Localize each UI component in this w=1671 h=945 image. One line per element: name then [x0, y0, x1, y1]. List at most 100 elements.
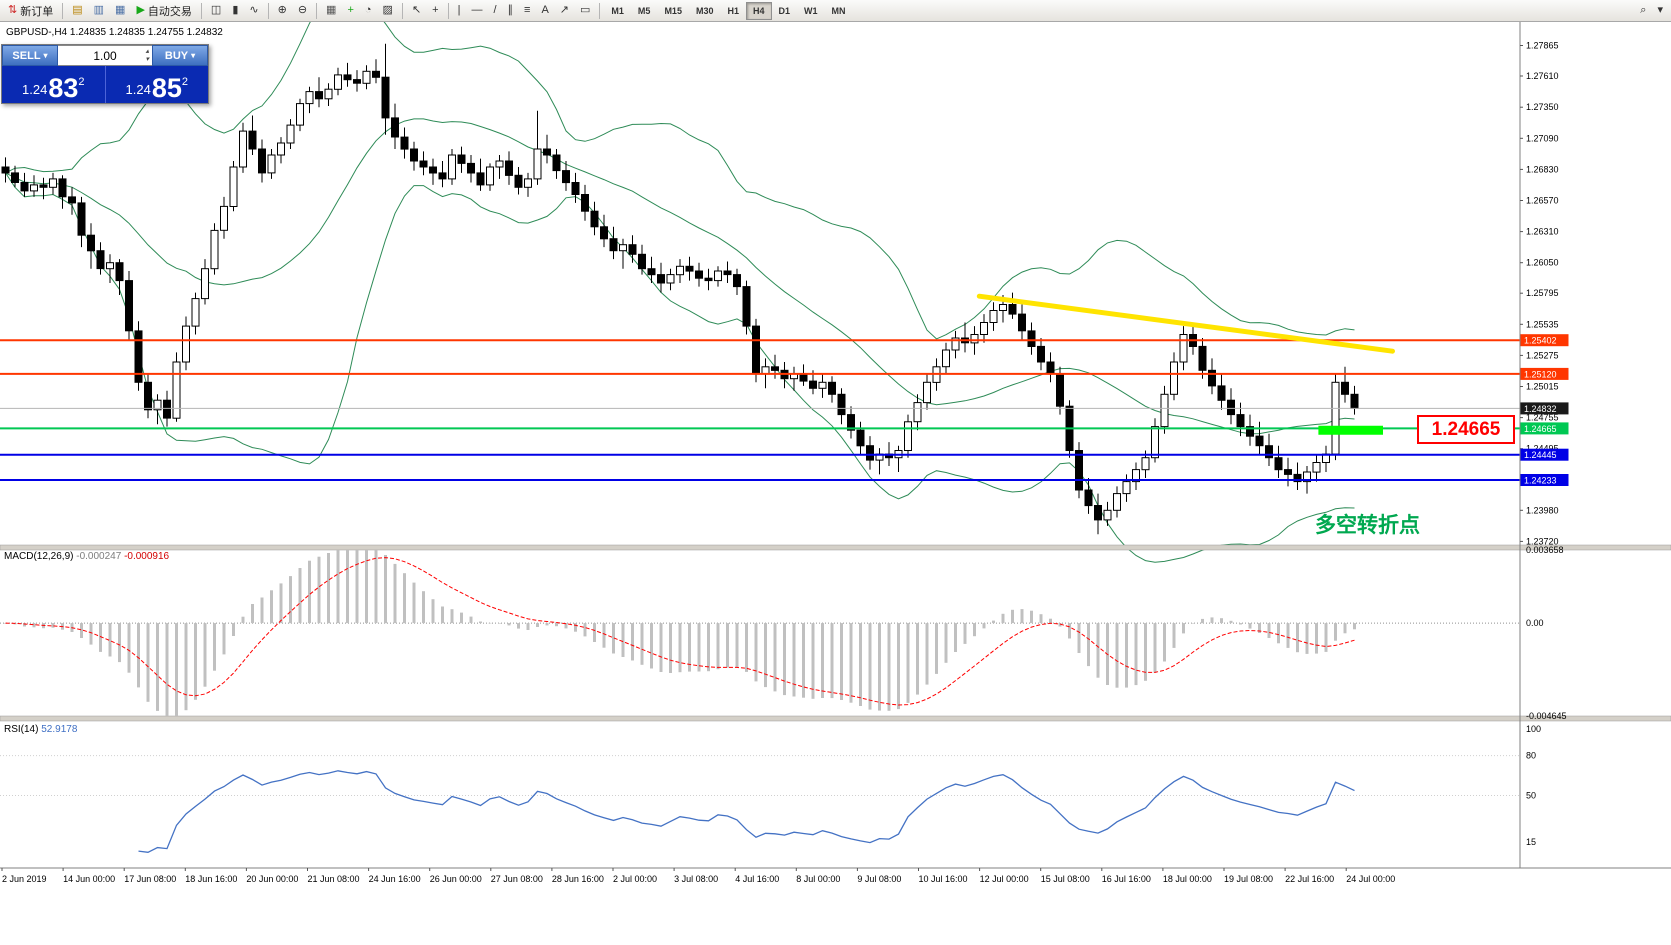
toolbar-menu-button[interactable]: ▾ — [1652, 1, 1668, 20]
macd-signal-value: -0.000916 — [124, 551, 170, 562]
chart-canvas[interactable]: 1.27865 1.27610 1.27350 1.27090 1.26830 1.265… — [0, 22, 1671, 945]
sell-price[interactable]: 1.24 83 2 — [2, 66, 106, 103]
volume-spinner[interactable]: ▴ ▾ — [145, 48, 149, 64]
horizontal-line-icon: — — [471, 4, 483, 16]
trendline-button[interactable]: / — [488, 1, 501, 20]
macd-bar — [650, 623, 653, 669]
autotrading-button[interactable]: ▶ 自动交易 — [131, 1, 196, 20]
macd-bar — [631, 623, 634, 661]
crosshair-button[interactable]: + — [427, 1, 443, 20]
candle-body — [514, 174, 523, 188]
cursor-button[interactable]: ↖ — [407, 1, 426, 20]
timeframe-m30-button[interactable]: M30 — [689, 2, 721, 20]
candles-layer[interactable] — [1, 43, 1359, 535]
candle-body — [144, 381, 152, 411]
tile-windows-button[interactable]: ▦ — [321, 1, 341, 20]
text-button[interactable]: A — [536, 1, 553, 20]
sell-price-big: 83 — [48, 73, 79, 103]
navigator-button[interactable]: ▦ — [110, 1, 130, 20]
buy-button[interactable]: BUY ▾ — [152, 45, 208, 66]
search-button[interactable]: ⌕ — [1635, 1, 1651, 20]
buy-price[interactable]: 1.24 85 2 — [105, 66, 208, 103]
zoom-out-button[interactable]: ⊖ — [293, 1, 312, 20]
price-callout-box[interactable]: 1.24665 — [1417, 415, 1515, 444]
zoom-in-button[interactable]: ⊕ — [273, 1, 292, 20]
price-axis[interactable]: 1.27865 1.27610 1.27350 1.27090 1.26830 1.265… — [1520, 41, 1559, 547]
sell-dropdown-icon: ▾ — [43, 51, 48, 60]
candle-body — [210, 229, 219, 270]
equidistant-channel-button[interactable]: ∥ — [503, 1, 519, 20]
candle-body — [305, 91, 314, 105]
macd-bar — [925, 623, 929, 685]
candle-body — [1056, 373, 1064, 407]
volume-value: 1.00 — [93, 48, 117, 63]
candle-body — [153, 399, 162, 411]
macd-bar — [1220, 618, 1223, 624]
timeframe-m5-button[interactable]: M5 — [631, 2, 658, 20]
horizontal-level-lines[interactable] — [0, 339, 1520, 481]
pane-separator[interactable] — [0, 544, 1671, 551]
macd-bar — [1315, 623, 1318, 654]
candle-body — [581, 194, 589, 212]
sell-button[interactable]: SELL ▾ — [2, 45, 58, 66]
timeframe-w1-button[interactable]: W1 — [797, 2, 825, 20]
timeframe-d1-button[interactable]: D1 — [772, 2, 798, 20]
candle-body — [1284, 469, 1292, 475]
macd-bar — [545, 623, 549, 626]
macd-bar — [887, 623, 891, 711]
shapes-button[interactable]: ▭ — [575, 1, 595, 20]
macd-bar — [621, 623, 625, 657]
time-axis[interactable]: 2 Jun 2019 14 Jun 00:00 17 Jun 08:00 18 Jun… — [1, 868, 1395, 884]
bar-chart-button[interactable]: ◫ — [206, 1, 226, 20]
volume-down-icon[interactable]: ▾ — [145, 56, 149, 63]
chart-area[interactable]: 1.27865 1.27610 1.27350 1.27090 1.26830 1.265… — [0, 22, 1671, 945]
descending-trendline[interactable] — [976, 293, 1395, 354]
buy-dropdown-icon: ▾ — [191, 51, 196, 60]
price-axis-tags: 1.25402 1.25120 1.24665 1.24445 1.24233 1.248… — [1520, 334, 1569, 486]
macd-bar — [574, 623, 577, 632]
price-tick-label: 1.23980 — [1526, 505, 1559, 515]
arrow-tool-button[interactable]: ↗ — [555, 1, 574, 20]
macd-bar — [23, 623, 26, 627]
timeframe-m1-button[interactable]: M1 — [604, 2, 631, 20]
macd-bar — [1324, 623, 1328, 652]
candle-body — [951, 337, 960, 351]
time-tick-label: 10 Jul 16:00 — [919, 874, 968, 884]
candle-body — [286, 124, 295, 144]
line-chart-button[interactable]: ∿ — [244, 1, 263, 20]
new-order-button[interactable]: ⇅ 新订单 — [3, 1, 58, 20]
data-window-button[interactable]: ▥ — [89, 1, 109, 20]
candle-body — [1265, 445, 1273, 459]
macd-bar — [659, 623, 663, 672]
timeframe-h1-button[interactable]: H1 — [720, 2, 746, 20]
candlestick-chart-button[interactable]: ▮ — [227, 1, 243, 20]
turning-point-annotation[interactable]: 多空转折点 — [1315, 514, 1420, 537]
pane-separator[interactable] — [0, 715, 1671, 722]
fibonacci-button[interactable]: ≡ — [519, 1, 535, 20]
candle-body — [1094, 505, 1102, 521]
candle-body — [77, 202, 86, 236]
toolbar-separator — [316, 2, 318, 19]
indicators-button[interactable]: + — [342, 1, 358, 20]
macd-bar — [1144, 623, 1147, 681]
horizontal-line-button[interactable]: — — [466, 1, 487, 20]
periods-button[interactable]: ◔ — [360, 1, 377, 20]
volume-field[interactable]: 1.00 ▴ ▾ — [58, 45, 152, 66]
price-tick-label: 1.27865 — [1526, 41, 1559, 51]
macd-bar — [1049, 618, 1052, 624]
timeframe-group: M1 M5 M15 M30 H1 H4 D1 W1 MN — [604, 1, 853, 20]
candle-body — [647, 268, 656, 276]
arrow-tool-icon: ↗ — [559, 4, 569, 16]
price-tag-label: 1.25402 — [1524, 336, 1557, 346]
market-watch-button[interactable]: ▤ — [67, 1, 87, 20]
macd-bar — [792, 623, 796, 697]
candle-body — [619, 244, 627, 252]
price-tick-label: 1.26310 — [1526, 227, 1559, 237]
timeframe-h4-button[interactable]: H4 — [745, 1, 772, 20]
candle-body — [533, 148, 542, 180]
volume-up-icon[interactable]: ▴ — [145, 48, 149, 55]
timeframe-m15-button[interactable]: M15 — [657, 2, 689, 20]
timeframe-mn-button[interactable]: MN — [825, 2, 853, 20]
vertical-line-button[interactable]: | — [453, 1, 466, 20]
templates-button[interactable]: ▨ — [378, 1, 398, 20]
